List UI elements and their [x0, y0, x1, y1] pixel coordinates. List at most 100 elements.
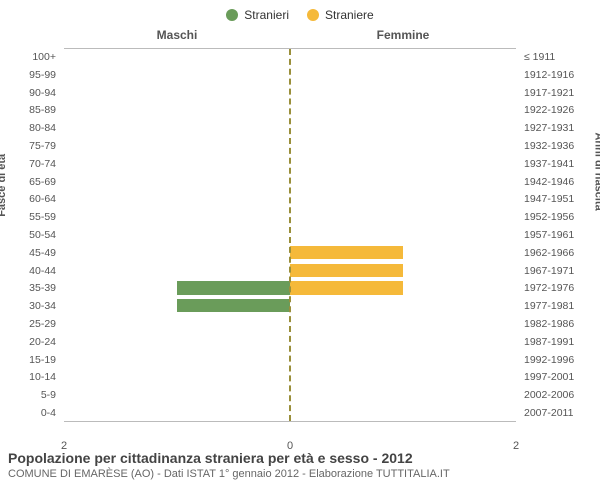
age-label: 85-89: [8, 101, 60, 119]
age-label: 35-39: [8, 280, 60, 298]
legend-swatch: [226, 9, 238, 21]
bar-row: [64, 49, 516, 67]
legend: Stranieri Straniere: [8, 8, 592, 22]
bar-row: [64, 368, 516, 386]
birth-label: 1957-1961: [520, 226, 592, 244]
male-half: [64, 261, 290, 279]
age-label: 65-69: [8, 173, 60, 191]
female-half: [290, 297, 516, 315]
age-label: 90-94: [8, 84, 60, 102]
male-half: [64, 120, 290, 138]
birth-label: 1972-1976: [520, 280, 592, 298]
birth-label: 1982-1986: [520, 315, 592, 333]
bar-row: [64, 138, 516, 156]
female-half: [290, 84, 516, 102]
male-half: [64, 350, 290, 368]
bar-row: [64, 226, 516, 244]
male-half: [64, 84, 290, 102]
age-label: 40-44: [8, 262, 60, 280]
legend-item: Straniere: [307, 8, 374, 22]
birth-label: 2007-2011: [520, 404, 592, 422]
col-header-male: Maschi: [64, 28, 290, 42]
bar-row: [64, 155, 516, 173]
female-half: [290, 67, 516, 85]
col-header-female: Femmine: [290, 28, 516, 42]
bar-row: [64, 191, 516, 209]
female-half: [290, 279, 516, 297]
male-half: [64, 244, 290, 262]
age-label: 30-34: [8, 297, 60, 315]
bar-rows: [64, 49, 516, 421]
bar-row: [64, 350, 516, 368]
bar-row: [64, 332, 516, 350]
x-tick: 2: [513, 440, 519, 452]
female-half: [290, 403, 516, 421]
female-half: [290, 155, 516, 173]
female-half: [290, 49, 516, 67]
birth-label: 1997-2001: [520, 369, 592, 387]
female-half: [290, 368, 516, 386]
age-label: 70-74: [8, 155, 60, 173]
male-half: [64, 297, 290, 315]
x-tick: 0: [287, 440, 293, 452]
age-label: 80-84: [8, 119, 60, 137]
male-half: [64, 173, 290, 191]
y-axis-left-title: Fasce di età: [0, 154, 8, 217]
birth-label: 1967-1971: [520, 262, 592, 280]
female-half: [290, 173, 516, 191]
birth-label: 1942-1946: [520, 173, 592, 191]
bar-row: [64, 208, 516, 226]
birth-label: 1977-1981: [520, 297, 592, 315]
male-half: [64, 315, 290, 333]
bar-row: [64, 385, 516, 403]
male-half: [64, 138, 290, 156]
female-bar: [290, 281, 403, 294]
chart-subtitle: COMUNE DI EMARÈSE (AO) - Dati ISTAT 1° g…: [8, 468, 592, 480]
age-label: 20-24: [8, 333, 60, 351]
male-half: [64, 67, 290, 85]
female-half: [290, 244, 516, 262]
chart-title: Popolazione per cittadinanza straniera p…: [8, 450, 592, 466]
plot-area: [64, 48, 516, 422]
legend-label: Straniere: [325, 8, 374, 22]
birth-label: 1987-1991: [520, 333, 592, 351]
female-half: [290, 102, 516, 120]
legend-swatch: [307, 9, 319, 21]
female-bar: [290, 246, 403, 259]
birth-labels: ≤ 19111912-19161917-19211922-19261927-19…: [520, 48, 592, 422]
age-label: 45-49: [8, 244, 60, 262]
bar-row: [64, 279, 516, 297]
bar-row: [64, 173, 516, 191]
bar-row: [64, 261, 516, 279]
age-label: 50-54: [8, 226, 60, 244]
bar-row: [64, 315, 516, 333]
bar-row: [64, 297, 516, 315]
birth-label: 1927-1931: [520, 119, 592, 137]
male-half: [64, 403, 290, 421]
male-half: [64, 368, 290, 386]
male-half: [64, 279, 290, 297]
bar-row: [64, 67, 516, 85]
female-half: [290, 350, 516, 368]
female-half: [290, 120, 516, 138]
x-tick: 2: [61, 440, 67, 452]
male-half: [64, 332, 290, 350]
male-bar: [177, 299, 290, 312]
birth-label: 1932-1936: [520, 137, 592, 155]
age-label: 60-64: [8, 190, 60, 208]
female-half: [290, 208, 516, 226]
male-half: [64, 155, 290, 173]
legend-item: Stranieri: [226, 8, 289, 22]
male-half: [64, 102, 290, 120]
age-label: 95-99: [8, 66, 60, 84]
birth-label: 1912-1916: [520, 66, 592, 84]
birth-label: 1947-1951: [520, 190, 592, 208]
legend-label: Stranieri: [244, 8, 289, 22]
age-label: 55-59: [8, 208, 60, 226]
age-label: 5-9: [8, 386, 60, 404]
female-half: [290, 332, 516, 350]
chart-footer: Popolazione per cittadinanza straniera p…: [8, 450, 592, 480]
age-labels: 100+95-9990-9485-8980-8475-7970-7465-696…: [8, 48, 60, 422]
female-half: [290, 261, 516, 279]
female-half: [290, 385, 516, 403]
